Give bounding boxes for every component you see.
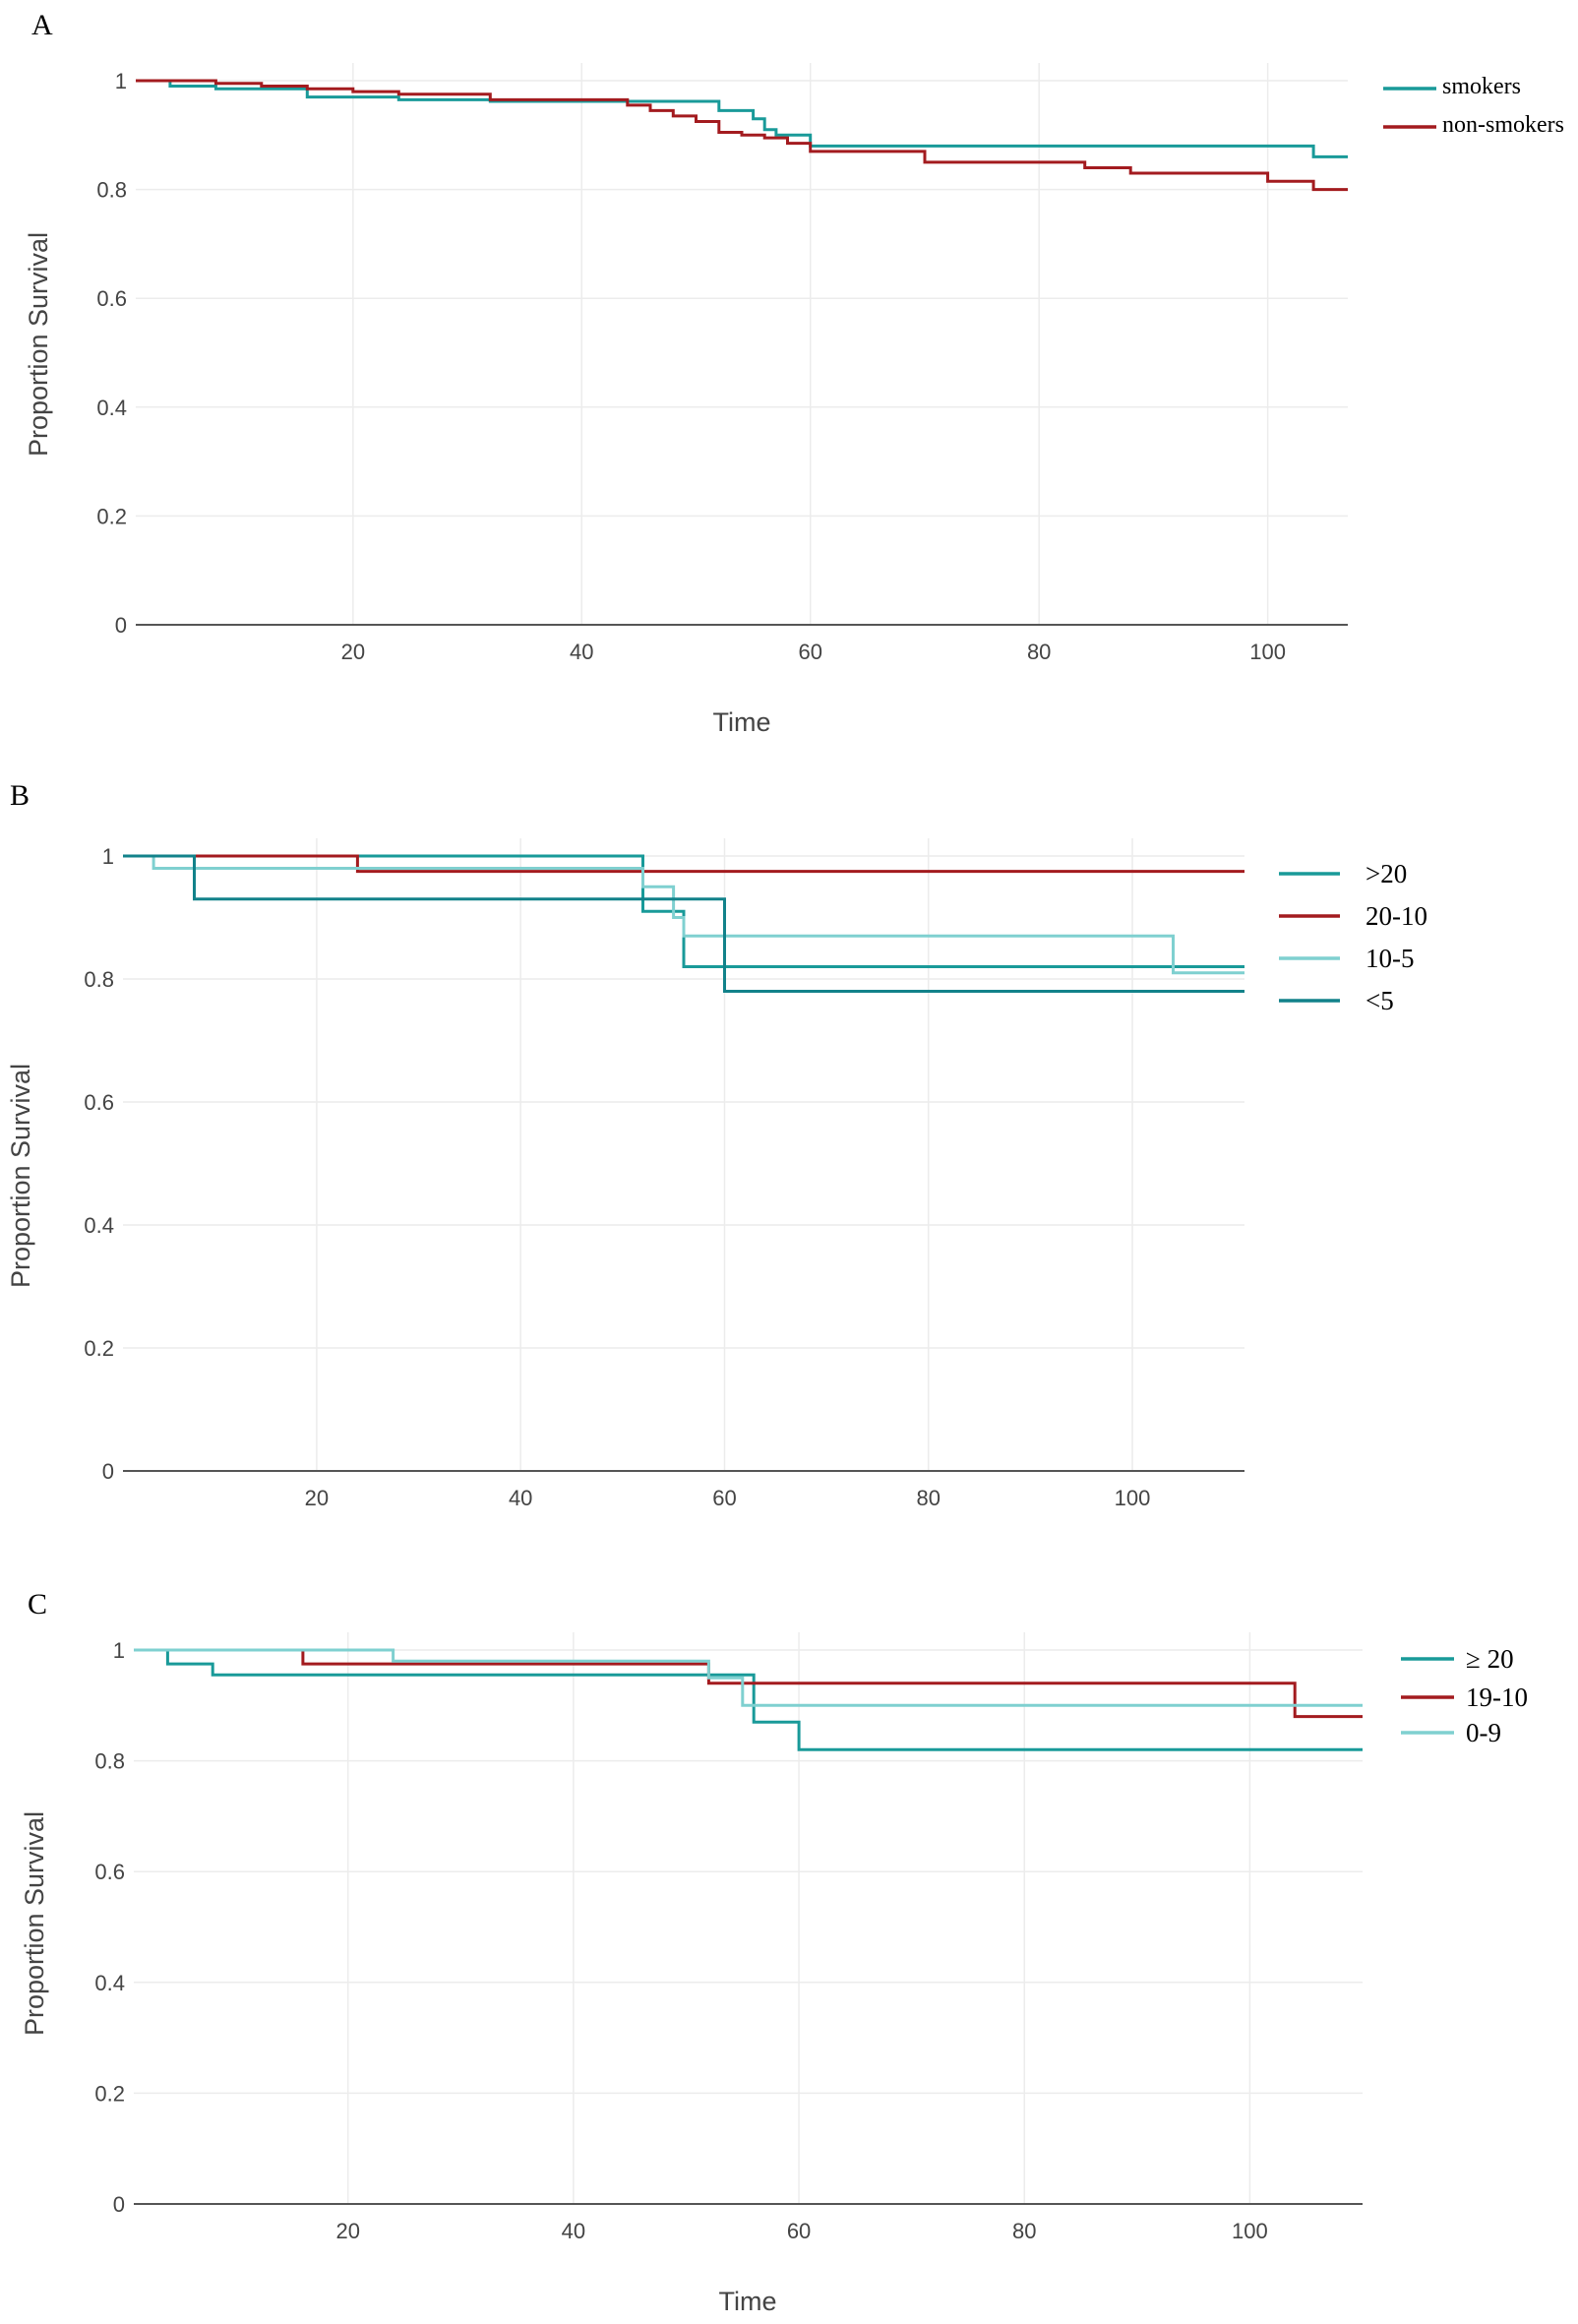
panel-c-y-tick-label: 0.8: [94, 1749, 125, 1774]
panel-b-series-lt5: [123, 854, 1244, 993]
legend-label-non-smokers: non-smokers: [1442, 112, 1564, 138]
panel-b-series-10-5: [123, 854, 1244, 975]
panel-a-y-tick-label: 0: [115, 613, 127, 638]
panel-b-y-tick-label: 0.4: [84, 1213, 114, 1238]
panel-c-x-ticks: 20 40 60 80 100: [335, 2219, 1267, 2243]
legend-label-10-5: 10-5: [1366, 944, 1415, 973]
panel-b-x-tick-label: 40: [509, 1486, 532, 1510]
panel-a-y-tick-label: 0.8: [96, 178, 127, 203]
panel-c-y-tick-label: 0.2: [94, 2081, 125, 2106]
panel-b-x-tick-label: 20: [305, 1486, 329, 1510]
panel-c-x-tick-label: 40: [562, 2219, 585, 2243]
panel-c-y-label: Proportion Survival: [20, 1811, 49, 2036]
panel-b-y-tick-label: 1: [102, 844, 114, 869]
panel-b-x-ticks: 20 40 60 80 100: [305, 1486, 1151, 1510]
panel-b-legend: >20 20-10 10-5 <5: [1279, 859, 1427, 1015]
panel-a-y-label: Proportion Survival: [24, 232, 53, 457]
panel-c-y-tick-label: 0: [113, 2192, 125, 2217]
panel-b-y-tick-label: 0: [102, 1459, 114, 1484]
panel-b-y-tick-label: 0.8: [84, 967, 114, 992]
panel-a-x-ticks: 20 40 60 80 100: [341, 640, 1286, 664]
panel-c-legend: ≥ 20 19-10 0-9: [1401, 1644, 1528, 1747]
legend-label-19-10: 19-10: [1466, 1682, 1528, 1712]
panel-a-y-tick-label: 1: [115, 69, 127, 93]
panel-c-series: [134, 1648, 1363, 1751]
panel-c-x-tick-label: 60: [787, 2219, 811, 2243]
panel-a-x-tick-label: 20: [341, 640, 365, 664]
panel-c-x-tick-label: 100: [1232, 2219, 1268, 2243]
panel-a-grid: [136, 63, 1348, 625]
panel-c-letter: C: [28, 1588, 47, 1621]
panel-b-y-label: Proportion Survival: [6, 1064, 35, 1288]
panel-b-x-tick-label: 80: [916, 1486, 940, 1510]
panel-a-x-label: Time: [713, 707, 771, 737]
legend-label-gt20: >20: [1366, 859, 1407, 888]
panel-a-legend: smokers non-smokers: [1383, 74, 1564, 138]
panel-c-y-tick-label: 0.4: [94, 1971, 125, 1995]
panel-a-x-tick-label: 60: [798, 640, 821, 664]
panel-b: B 20 40 60 80 100 0 0.2 0.4 0.6 0.8 1 Proportion …: [6, 779, 1427, 1510]
panel-a-y-tick-label: 0.2: [96, 504, 127, 528]
panel-b-series-gt20: [123, 854, 1244, 968]
panel-b-series: [123, 854, 1244, 993]
panel-c-series-0-9: [134, 1648, 1363, 1707]
panel-c-x-tick-label: 80: [1012, 2219, 1036, 2243]
panel-a-y-tick-label: 0.4: [96, 396, 127, 420]
panel-a-x-tick-label: 40: [570, 640, 593, 664]
panel-b-series-20-10: [123, 854, 1244, 874]
panel-b-y-tick-label: 0.2: [84, 1336, 114, 1361]
panel-c-y-ticks: 0 0.2 0.4 0.6 0.8 1: [94, 1638, 125, 2217]
legend-label-0-9: 0-9: [1466, 1718, 1501, 1747]
legend-label-smokers: smokers: [1442, 74, 1521, 99]
panel-b-y-tick-label: 0.6: [84, 1090, 114, 1115]
panel-a-x-tick-label: 100: [1249, 640, 1286, 664]
panel-c-x-label: Time: [719, 2287, 777, 2316]
panel-b-letter: B: [10, 779, 30, 812]
panel-a-series-non-smokers: [136, 79, 1348, 192]
legend-label-ge20: ≥ 20: [1466, 1644, 1514, 1674]
panel-c-y-tick-label: 0.6: [94, 1860, 125, 1884]
panel-c-y-tick-label: 1: [113, 1638, 125, 1663]
panel-a-letter: A: [31, 9, 53, 41]
panel-a: A 20 40 60 80 100 0 0.2 0.4 0.6 0.8 1 Proportion …: [24, 9, 1564, 737]
panel-b-x-tick-label: 100: [1115, 1486, 1151, 1510]
panel-a-y-tick-label: 0.6: [96, 286, 127, 311]
panel-c-x-tick-label: 20: [335, 2219, 359, 2243]
panel-b-y-ticks: 0 0.2 0.4 0.6 0.8 1: [84, 844, 114, 1484]
legend-label-lt5: <5: [1366, 986, 1394, 1015]
panel-a-y-ticks: 0 0.2 0.4 0.6 0.8 1: [96, 69, 127, 638]
panel-a-series-smokers: [136, 79, 1348, 158]
panel-a-series: [136, 79, 1348, 192]
panel-a-x-tick-label: 80: [1027, 640, 1051, 664]
panel-b-x-tick-label: 60: [712, 1486, 736, 1510]
panel-c: C 20 40 60 80 100 0 0.2 0.4 0.6 0.8 1 Proportion …: [20, 1588, 1528, 2316]
legend-label-20-10: 20-10: [1366, 901, 1427, 931]
